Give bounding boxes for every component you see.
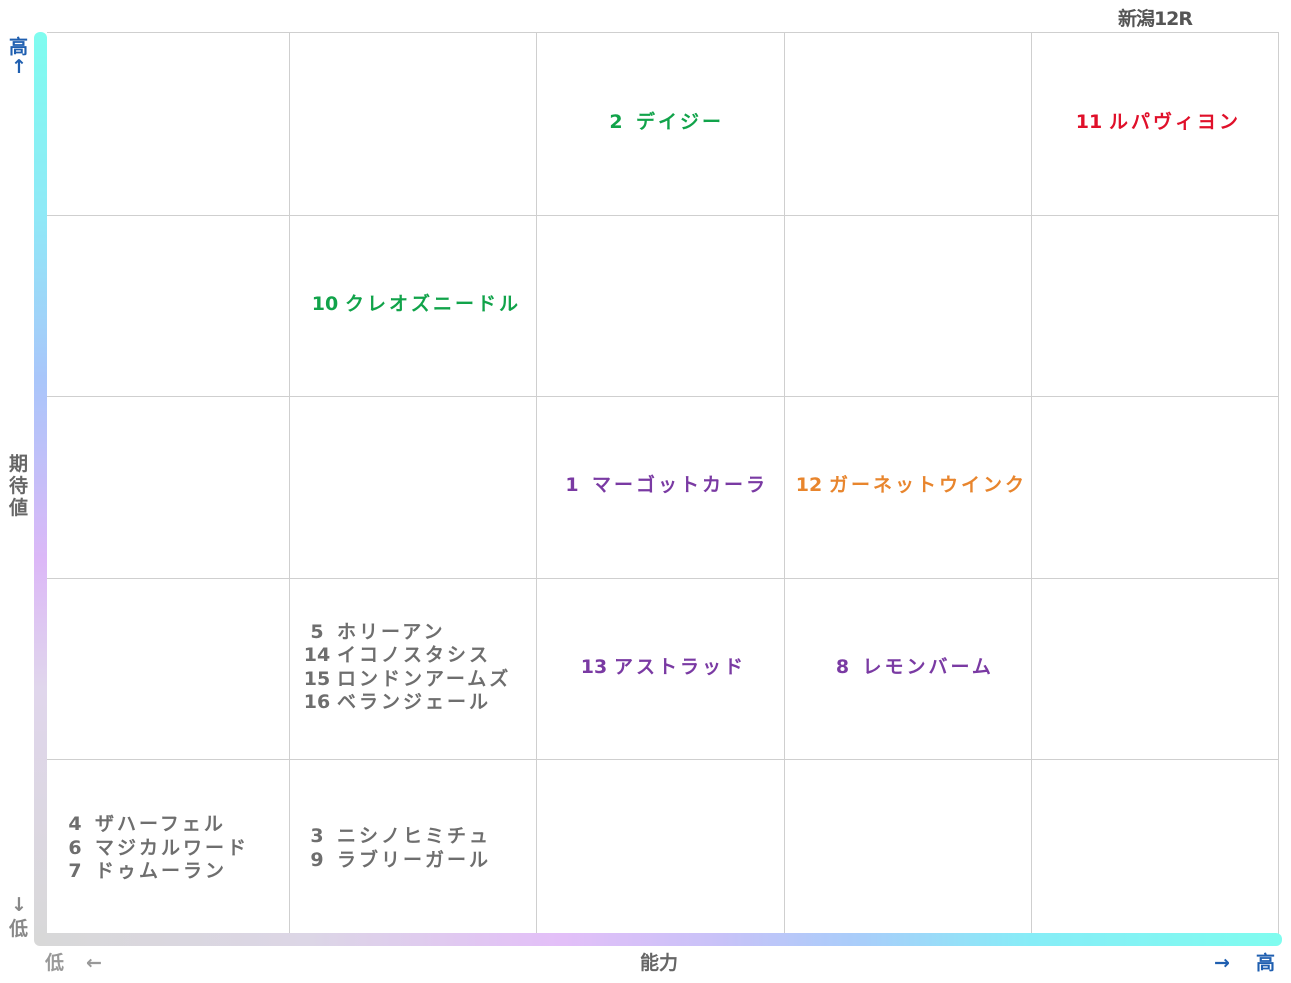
horse-number: 13 [580, 655, 608, 678]
horse-number: 16 [303, 691, 331, 713]
horse-name: ドゥムーラン [95, 860, 228, 882]
cell-entries: 1 マーゴットカーラ [552, 474, 768, 498]
horse-entry: 5 ホリーアン [297, 621, 511, 645]
x-low-arrow: ← [86, 952, 102, 974]
grid-line [1031, 33, 1032, 938]
grid-line [47, 396, 1278, 397]
horse-name: ガーネットウインク [829, 473, 1028, 496]
x-axis-title: 能力 [640, 952, 679, 974]
horse-name: ザハーフェル [95, 813, 226, 835]
grid-line [47, 215, 1278, 216]
horse-entry: 7 ドゥムーラン [55, 860, 249, 884]
y-axis-bar [34, 32, 47, 944]
horse-number: 10 [311, 292, 339, 315]
horse-number: 12 [795, 473, 823, 496]
horse-name: デイジー [636, 110, 725, 133]
x-axis-bar [34, 933, 1282, 946]
race-title: 新潟12R [1117, 8, 1193, 30]
grid-line [289, 33, 290, 938]
x-high-label: 高 [1256, 952, 1276, 974]
cell-entries: 4 ザハーフェル 6 マジカルワード 7 ドゥムーラン [55, 813, 249, 884]
horse-number: 9 [310, 848, 324, 871]
horse-entry: 8 レモンバーム [823, 656, 994, 680]
horse-entry: 14 イコノスタシス [297, 644, 511, 668]
y-low-arrow: ↓ [11, 894, 27, 916]
cell-entries: 3 ニシノヒミチュ 9 ラブリーガール [297, 825, 491, 872]
horse-number: 7 [68, 860, 82, 882]
grid-line [47, 578, 1278, 579]
horse-entry: 9 ラブリーガール [297, 849, 491, 873]
horse-number: 1 [565, 473, 579, 496]
grid-line [536, 33, 537, 938]
horse-name: レモンバーム [862, 655, 994, 678]
x-high-arrow: → [1214, 952, 1230, 974]
cell-entries: 13 アストラッド [574, 656, 746, 680]
horse-entry: 2 デイジー [596, 111, 724, 135]
horse-entry: 6 マジカルワード [55, 837, 249, 861]
horse-number: 14 [303, 644, 331, 666]
horse-name: イコノスタシス [337, 644, 492, 666]
y-axis-title: 期待値 [9, 453, 29, 519]
cell-entries: 8 レモンバーム [823, 656, 994, 680]
horse-entry: 16 ベランジェール [297, 691, 511, 715]
horse-name: ホリーアン [337, 620, 446, 643]
y-low-label: 低 [9, 918, 29, 940]
cell-entries: 10 クレオズニードル [305, 293, 521, 317]
horse-number: 3 [310, 825, 324, 847]
x-low-label: 低 [45, 952, 65, 974]
y-high-label: 高 [9, 36, 29, 58]
horse-entry: 11 ルパヴィヨン [1069, 111, 1241, 135]
horse-number: 8 [835, 655, 850, 678]
cell-entries: 5 ホリーアン 14 イコノスタシス 15 ロンドンアームズ 16 ベランジェール [297, 621, 511, 715]
cell-entries: 11 ルパヴィヨン [1069, 111, 1241, 135]
horse-name: ベランジェール [337, 691, 492, 713]
horse-entry: 10 クレオズニードル [305, 293, 521, 317]
horse-number: 5 [310, 620, 324, 643]
horse-entry: 3 ニシノヒミチュ [297, 825, 491, 849]
quadrant-grid [47, 32, 1279, 938]
horse-number: 6 [68, 836, 82, 859]
horse-name: マーゴットカーラ [592, 473, 769, 496]
cell-entries: 12 ガーネットウインク [789, 474, 1027, 498]
horse-name: マジカルワード [95, 836, 250, 859]
horse-name: クレオズニードル [345, 292, 522, 315]
horse-number: 15 [303, 667, 331, 690]
horse-entry: 1 マーゴットカーラ [552, 474, 768, 498]
horse-number: 2 [609, 110, 623, 133]
grid-line [784, 33, 785, 938]
horse-name: アストラッド [614, 655, 747, 678]
horse-entry: 4 ザハーフェル [55, 813, 249, 837]
horse-name: ルパヴィヨン [1109, 110, 1242, 133]
horse-entry: 13 アストラッド [574, 656, 746, 680]
y-high-arrow: ↑ [11, 56, 27, 78]
horse-name: ロンドンアームズ [337, 667, 512, 690]
horse-name: ニシノヒミチュ [337, 825, 492, 847]
horse-name: ラブリーガール [337, 848, 492, 871]
grid-line [47, 759, 1278, 760]
horse-number: 4 [68, 813, 82, 835]
horse-entry: 15 ロンドンアームズ [297, 668, 511, 692]
horse-entry: 12 ガーネットウインク [789, 474, 1027, 498]
cell-entries: 2 デイジー [596, 111, 724, 135]
horse-number: 11 [1075, 110, 1103, 133]
